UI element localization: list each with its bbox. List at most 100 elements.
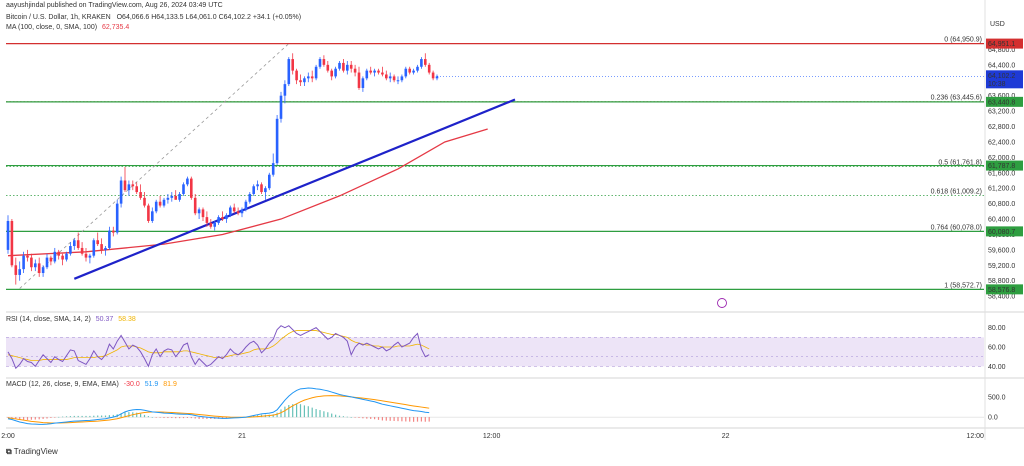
price-tick-label: 59,200.0: [988, 263, 1015, 270]
candle-body: [416, 66, 419, 71]
macd-histogram-bar: [175, 417, 177, 419]
level-axis-tag: [986, 226, 1023, 237]
candle-body: [229, 207, 232, 216]
rsi-legend[interactable]: RSI (14, close, SMA, 14, 2) 50.37 58.38: [6, 316, 136, 323]
macd-histogram-bar: [409, 417, 411, 422]
macd-legend-title: MACD (12, 26, close, 9, EMA, EMA): [6, 381, 119, 388]
price-tick-label: 60,800.0: [988, 201, 1015, 208]
candle-body: [96, 240, 99, 245]
candle-body: [115, 203, 119, 233]
time-tick-label: 21: [238, 433, 246, 440]
macd-histogram-bar: [93, 415, 95, 418]
macd-histogram-bar: [381, 417, 383, 421]
price-tick-label: 61,600.0: [988, 170, 1015, 177]
candle-body: [80, 247, 84, 254]
price-tick-label: 64,400.0: [988, 62, 1015, 69]
macd-histogram-bar: [23, 417, 25, 420]
bullish-trend-line: [73, 98, 516, 280]
tradingview-logo[interactable]: ⧉ TradingView: [6, 447, 58, 457]
ma-legend[interactable]: MA (100, close, 0, SMA, 100) 62,735.4: [6, 24, 129, 31]
candle-body: [369, 70, 372, 73]
candle-body: [260, 184, 263, 193]
candle-body: [151, 211, 154, 221]
candle-body: [412, 70, 415, 73]
fib-level-label: 0.236 (63,445.6): [931, 95, 982, 102]
macd-histogram-bar: [77, 415, 79, 418]
candle-body: [143, 197, 146, 206]
candle-body: [30, 257, 33, 268]
candle-body: [186, 178, 189, 185]
macd-histogram-bar: [97, 415, 99, 418]
macd-histogram-bar: [331, 413, 333, 418]
price-tick-label: 62,000.0: [988, 155, 1015, 162]
author-line: aayushjindal published on TradingView.co…: [6, 2, 223, 9]
macd-histogram-bar: [296, 403, 298, 418]
fib-level-label: 0.5 (61,761.8): [938, 160, 982, 167]
price-tick-label: 61,200.0: [988, 186, 1015, 193]
candle-body: [322, 59, 326, 65]
macd-histogram-bar: [89, 415, 91, 418]
candle-body: [361, 78, 365, 88]
fib-level-label: 0 (64,950.9): [944, 37, 982, 44]
candle-body: [213, 222, 216, 227]
macd-histogram-bar: [342, 416, 344, 418]
candle-body: [435, 76, 439, 79]
candle-body: [158, 201, 162, 206]
macd-histogram-bar: [26, 417, 29, 420]
macd-histogram-bar: [366, 417, 368, 419]
macd-histogram-bar: [69, 416, 71, 418]
candle-body: [396, 80, 400, 82]
macd-histogram-bar: [424, 417, 426, 422]
candle-body: [84, 253, 88, 258]
macd-histogram-bar: [46, 417, 48, 419]
candle-body: [147, 205, 150, 221]
macd-histogram-bar: [206, 417, 208, 419]
candle-body: [295, 70, 298, 81]
candle-body: [307, 76, 310, 79]
candle-body: [123, 180, 127, 191]
ma-legend-label: MA (100, close, 0, SMA, 100): [6, 24, 98, 31]
macd-histogram-bar: [303, 405, 305, 418]
macd-histogram-bar: [307, 406, 309, 418]
candle-body: [287, 59, 291, 85]
candle-body: [104, 247, 107, 250]
macd-histogram-bar: [284, 406, 286, 418]
macd-histogram-bar: [38, 417, 40, 420]
macd-histogram-bar: [405, 417, 407, 422]
symbol-title[interactable]: Bitcoin / U.S. Dollar, 1h, KRAKEN: [6, 14, 111, 21]
time-tick-label: 12:00: [966, 433, 984, 440]
candle-body: [326, 64, 330, 71]
macd-histogram-bar: [128, 412, 130, 418]
level-axis-tag: [986, 160, 1023, 171]
macd-histogram-bar: [140, 413, 142, 418]
macd-histogram-bar: [147, 416, 149, 418]
macd-histogram-bar: [428, 417, 430, 422]
candle-body: [154, 201, 158, 212]
candle-body: [61, 255, 64, 260]
rsi-legend-value-2: 58.38: [118, 316, 136, 323]
level-axis-tag: [986, 96, 1023, 107]
macd-tick-label: 500.0: [988, 394, 1006, 401]
candle-body: [108, 230, 111, 248]
macd-histogram-bar: [393, 417, 395, 421]
macd-histogram-bar: [210, 417, 212, 419]
macd-tick-label: 0.0: [988, 415, 998, 422]
macd-signal-line: [7, 395, 430, 424]
macd-histogram-bar: [136, 412, 138, 418]
candle-body: [268, 174, 271, 189]
macd-histogram-bar: [389, 417, 391, 421]
candle-body: [244, 201, 248, 210]
candle-body: [100, 244, 103, 250]
macd-histogram-bar: [413, 417, 415, 422]
macd-histogram-bar: [350, 417, 352, 418]
price-tick-label: 63,600.0: [988, 93, 1015, 100]
price-tick-label: 60,400.0: [988, 217, 1015, 224]
macd-histogram-bar: [299, 404, 302, 418]
candle-body: [135, 186, 138, 193]
candle-body: [53, 251, 57, 262]
macd-legend[interactable]: MACD (12, 26, close, 9, EMA, EMA) -30.0 …: [6, 381, 177, 388]
rsi-legend-title: RSI (14, close, SMA, 14, 2): [6, 316, 91, 323]
macd-histogram-bar: [420, 417, 422, 422]
macd-histogram-bar: [50, 417, 52, 418]
